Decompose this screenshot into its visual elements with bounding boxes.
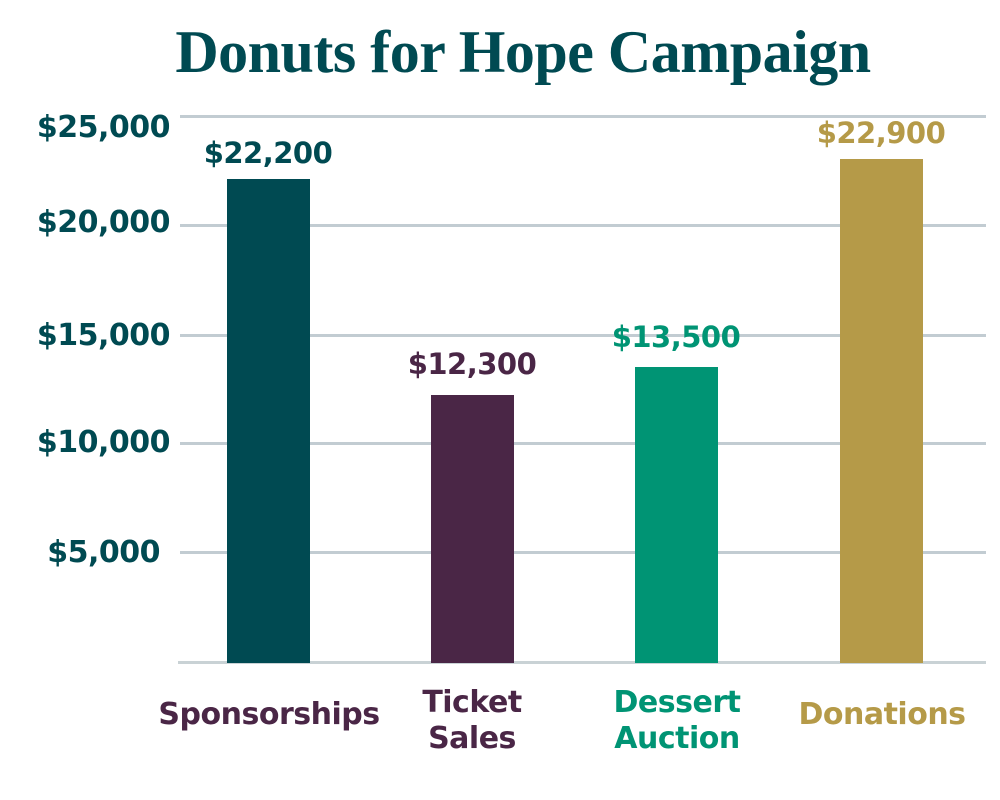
category-line-1: Dessert <box>613 685 741 720</box>
gridline-25000 <box>180 115 986 118</box>
value-label-sponsorships: $22,200 <box>203 136 333 170</box>
x-axis-baseline <box>178 661 986 664</box>
bar-donations <box>840 159 923 663</box>
y-tick-5000: $5,000 <box>47 535 160 570</box>
value-label-ticket-sales: $12,300 <box>407 347 537 381</box>
chart-title: Donuts for Hope Campaign <box>175 19 871 85</box>
category-line-1: Ticket <box>422 685 522 720</box>
bar-ticket-sales <box>431 395 514 663</box>
bar-dessert-auction <box>635 367 718 663</box>
gridline-20000 <box>180 224 986 227</box>
category-label-donations: Donations <box>762 697 1000 733</box>
category-label-dessert-auction: Dessert Auction <box>557 685 797 757</box>
y-tick-15000: $15,000 <box>36 318 171 353</box>
gridline-5000 <box>180 551 986 554</box>
y-tick-20000: $20,000 <box>36 205 171 240</box>
y-tick-10000: $10,000 <box>36 425 171 460</box>
category-line-1: Donations <box>798 697 966 732</box>
gridline-10000 <box>180 442 986 445</box>
y-tick-25000: $25,000 <box>36 110 171 145</box>
gridline-15000 <box>180 334 986 337</box>
category-line-2: Sales <box>428 721 516 756</box>
category-line-1: Sponsorships <box>158 697 380 732</box>
value-label-dessert-auction: $13,500 <box>611 320 741 354</box>
bar-sponsorships <box>227 179 310 663</box>
category-label-sponsorships: Sponsorships <box>149 697 389 733</box>
value-label-donations: $22,900 <box>816 116 946 150</box>
category-line-2: Auction <box>614 721 740 756</box>
category-label-ticket-sales: Ticket Sales <box>352 685 592 757</box>
